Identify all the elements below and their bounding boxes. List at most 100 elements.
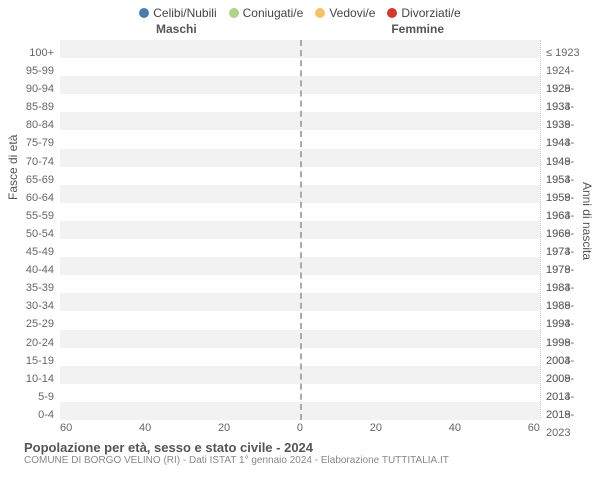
y-label-age: 30-34 — [0, 297, 58, 315]
bar-male — [60, 76, 300, 94]
bar-male — [60, 293, 300, 311]
bar-male — [60, 40, 300, 58]
bar-male — [60, 366, 300, 384]
y-label-birth: 2004-2008 — [542, 352, 600, 370]
gridline — [540, 40, 541, 420]
y-label-birth: 1929-1933 — [542, 80, 600, 98]
bar-male — [60, 185, 300, 203]
y-label-birth: 1964-1968 — [542, 207, 600, 225]
bar-male — [60, 149, 300, 167]
bar-male — [60, 112, 300, 130]
x-axis: 60 40 20 0 20 40 60 — [60, 422, 540, 434]
y-label-age: 5-9 — [0, 388, 58, 406]
y-label-birth: 1979-1983 — [542, 261, 600, 279]
center-line — [300, 40, 302, 420]
y-label-age: 55-59 — [0, 207, 58, 225]
y-label-age: 60-64 — [0, 189, 58, 207]
bar-male — [60, 402, 300, 420]
bar-female — [300, 384, 540, 402]
x-tick: 60 — [528, 422, 540, 434]
y-label-birth: 1944-1948 — [542, 134, 600, 152]
bar-male — [60, 221, 300, 239]
y-labels-age: 100+95-9990-9485-8980-8475-7970-7465-696… — [0, 44, 58, 424]
legend-label: Vedovi/e — [329, 6, 375, 20]
y-label-birth: 1989-1993 — [542, 297, 600, 315]
x-tick: 40 — [449, 422, 461, 434]
y-label-age: 100+ — [0, 44, 58, 62]
x-tick: 0 — [297, 422, 303, 434]
legend-label: Divorziati/e — [401, 6, 460, 20]
bar-male — [60, 330, 300, 348]
y-label-age: 35-39 — [0, 279, 58, 297]
y-labels-birth: ≤ 19231924-19281929-19331934-19381939-19… — [542, 44, 600, 424]
y-label-age: 0-4 — [0, 406, 58, 424]
bar-male — [60, 203, 300, 221]
y-label-birth: 1974-1978 — [542, 243, 600, 261]
y-label-birth: 2014-2018 — [542, 388, 600, 406]
header-male: Maschi — [156, 22, 197, 36]
y-label-age: 40-44 — [0, 261, 58, 279]
x-tick: 20 — [370, 422, 382, 434]
bar-female — [300, 58, 540, 76]
bar-male — [60, 348, 300, 366]
y-label-age: 50-54 — [0, 225, 58, 243]
x-tick: 20 — [218, 422, 230, 434]
y-label-age: 65-69 — [0, 171, 58, 189]
chart-title: Popolazione per età, sesso e stato civil… — [24, 440, 576, 455]
legend-item: Vedovi/e — [315, 6, 375, 20]
bar-female — [300, 221, 540, 239]
y-label-birth: 2019-2023 — [542, 406, 600, 424]
bar-female — [300, 130, 540, 148]
bar-male — [60, 130, 300, 148]
y-label-age: 25-29 — [0, 315, 58, 333]
legend-swatch — [315, 8, 325, 18]
legend-item: Divorziati/e — [387, 6, 460, 20]
y-label-birth: 1959-1963 — [542, 189, 600, 207]
footer: Popolazione per età, sesso e stato civil… — [24, 440, 576, 466]
plot-area — [60, 40, 540, 420]
y-label-birth: 1934-1938 — [542, 98, 600, 116]
header-female: Femmine — [391, 22, 444, 36]
y-label-birth: 1999-2003 — [542, 334, 600, 352]
bar-female — [300, 311, 540, 329]
y-label-birth: 1924-1928 — [542, 62, 600, 80]
bar-female — [300, 275, 540, 293]
bar-male — [60, 94, 300, 112]
legend-item: Celibi/Nubili — [139, 6, 216, 20]
y-label-birth: 1984-1988 — [542, 279, 600, 297]
x-tick: 40 — [139, 422, 151, 434]
bar-male — [60, 275, 300, 293]
y-label-age: 75-79 — [0, 134, 58, 152]
y-label-birth: 1949-1953 — [542, 153, 600, 171]
chart-subtitle: COMUNE DI BORGO VELINO (RI) - Dati ISTAT… — [24, 455, 576, 466]
bar-female — [300, 330, 540, 348]
bar-male — [60, 257, 300, 275]
y-label-age: 85-89 — [0, 98, 58, 116]
legend-item: Coniugati/e — [229, 6, 304, 20]
bar-male — [60, 58, 300, 76]
bar-male — [60, 311, 300, 329]
bar-female — [300, 40, 540, 58]
y-label-age: 20-24 — [0, 334, 58, 352]
legend-swatch — [229, 8, 239, 18]
bar-male — [60, 239, 300, 257]
y-label-birth: ≤ 1923 — [542, 44, 600, 62]
y-label-birth: 1994-1998 — [542, 315, 600, 333]
y-label-age: 80-84 — [0, 116, 58, 134]
legend-label: Coniugati/e — [243, 6, 304, 20]
y-label-age: 70-74 — [0, 153, 58, 171]
population-pyramid: Celibi/Nubili Coniugati/e Vedovi/e Divorzia… — [0, 0, 600, 500]
legend-label: Celibi/Nubili — [153, 6, 216, 20]
bar-female — [300, 167, 540, 185]
bar-female — [300, 76, 540, 94]
bar-female — [300, 203, 540, 221]
y-label-age: 90-94 — [0, 80, 58, 98]
y-label-birth: 1969-1973 — [542, 225, 600, 243]
bar-female — [300, 366, 540, 384]
bar-female — [300, 149, 540, 167]
legend-swatch — [139, 8, 149, 18]
x-tick: 60 — [60, 422, 72, 434]
bar-female — [300, 239, 540, 257]
y-label-birth: 1939-1943 — [542, 116, 600, 134]
bar-female — [300, 185, 540, 203]
